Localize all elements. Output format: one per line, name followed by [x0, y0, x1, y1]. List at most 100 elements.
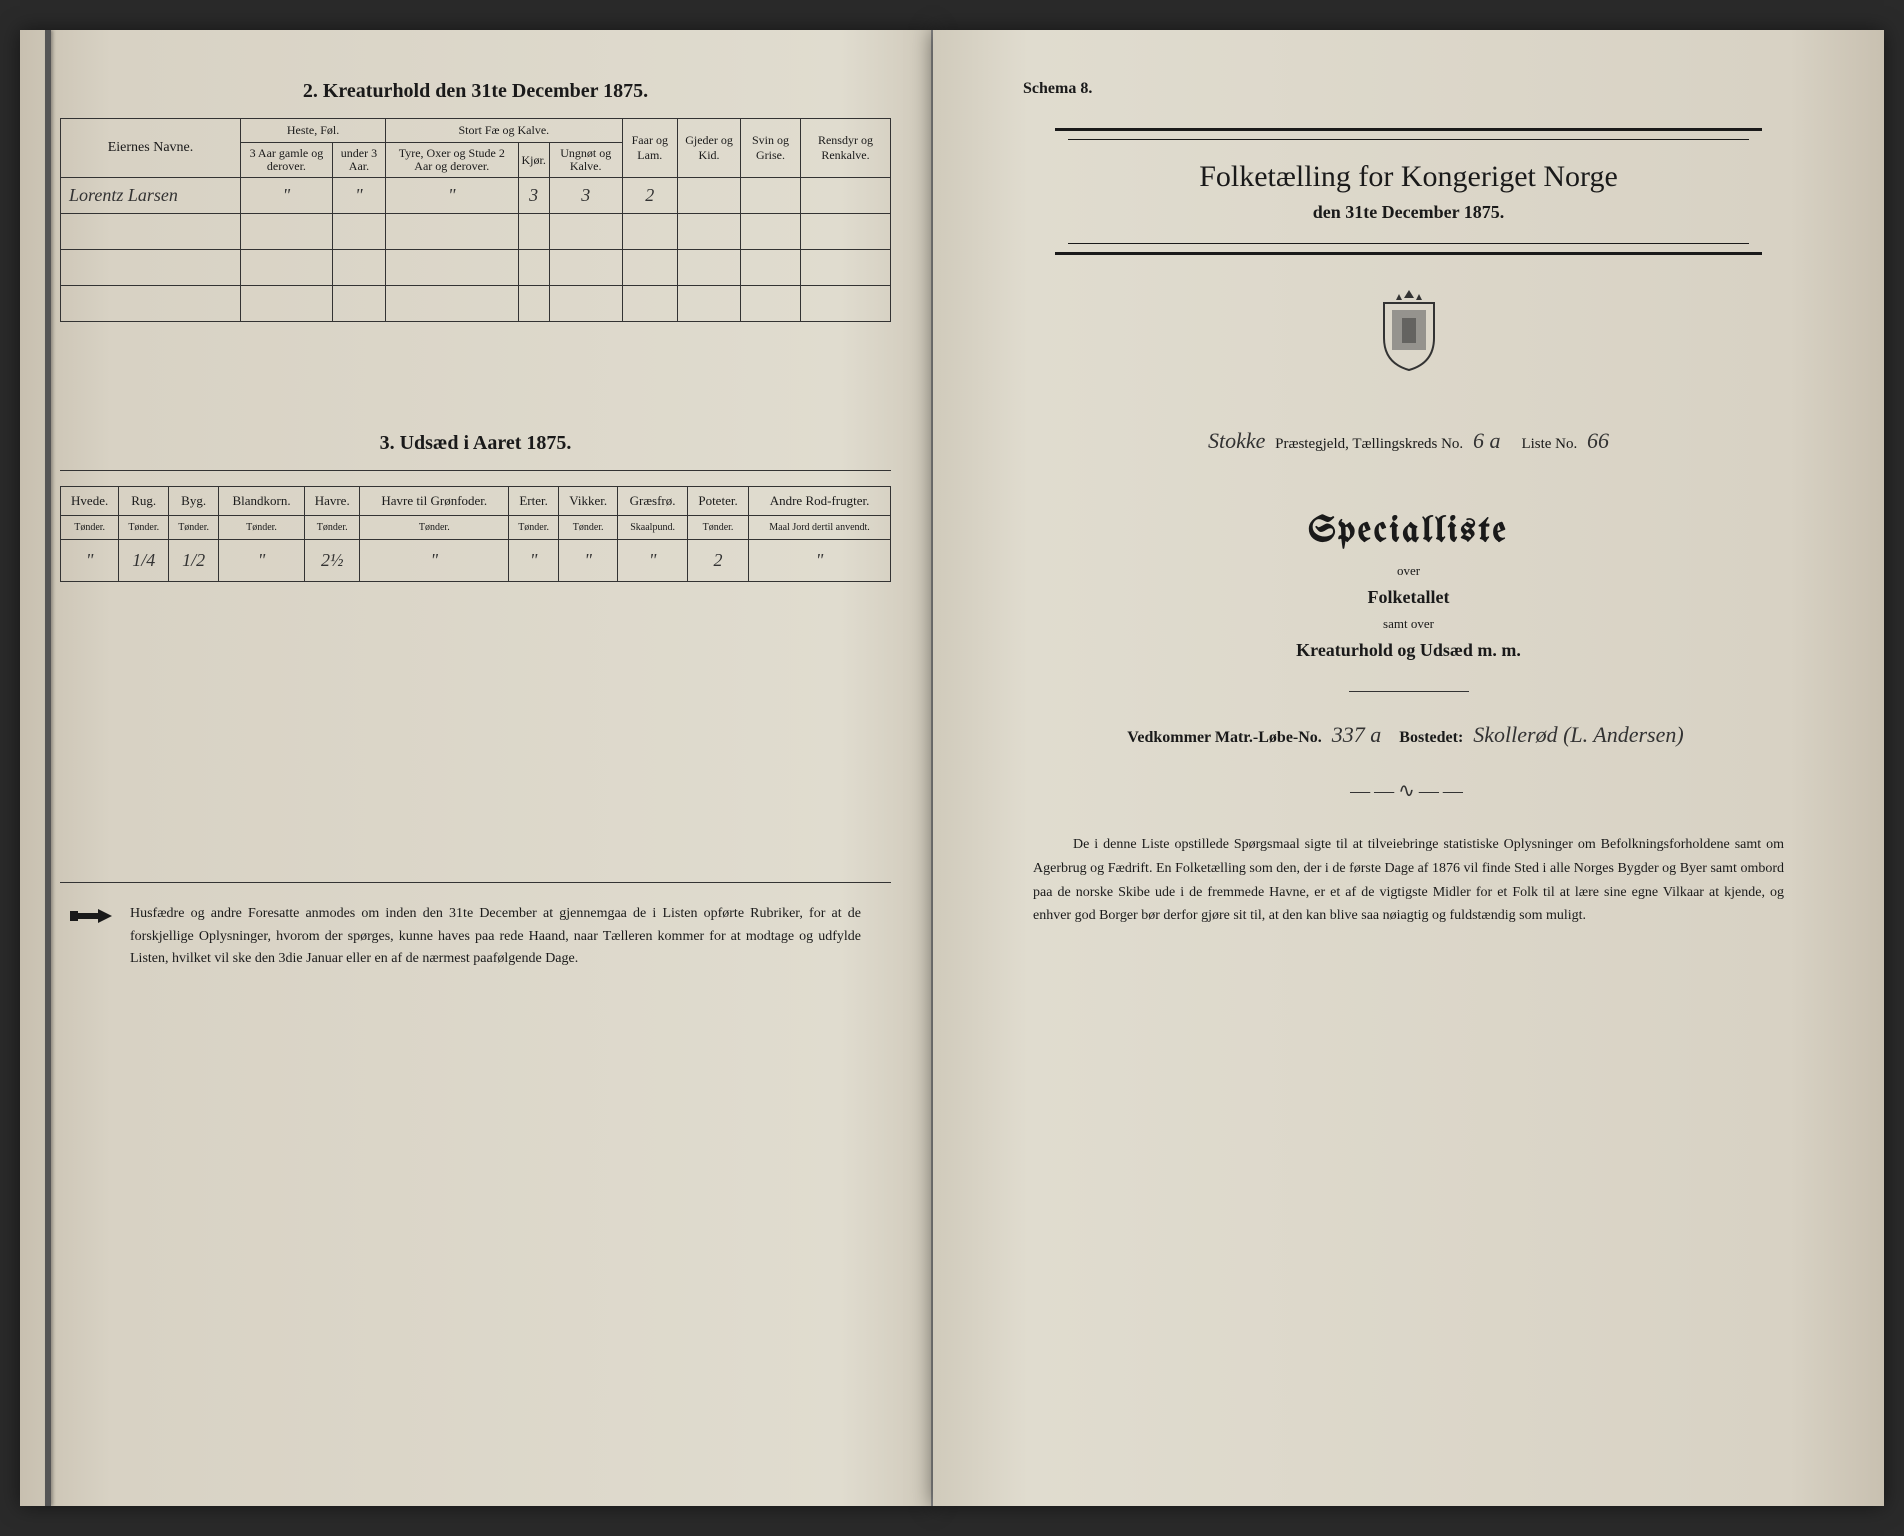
sub-s2: Kjør.: [518, 143, 549, 178]
col-unit: Tønder.: [169, 516, 219, 540]
col-unit: Tønder.: [61, 516, 119, 540]
cell: ": [618, 540, 688, 582]
cell: [800, 178, 890, 214]
cell: ": [61, 540, 119, 582]
rule: [1055, 128, 1761, 131]
col-header: Havre til Grønfoder.: [360, 487, 509, 516]
parish-name: Stokke: [1208, 428, 1265, 453]
detail-block: over Folketallet samt over Kreaturhold o…: [993, 563, 1824, 661]
rule: [60, 470, 891, 471]
samt-label: samt over: [993, 616, 1824, 632]
col-ren: Rensdyr og Renkalve.: [800, 119, 890, 178]
col-unit: Tønder.: [219, 516, 305, 540]
table-row: [61, 214, 891, 250]
col-unit: Maal Jord dertil anvendt.: [749, 516, 891, 540]
table-row: [61, 250, 891, 286]
cell: ": [509, 540, 559, 582]
col-eier: Eiernes Navne.: [61, 119, 241, 178]
property-line: Vedkommer Matr.-Løbe-No. 337 a Bostedet:…: [993, 722, 1824, 748]
col-unit: Tønder.: [559, 516, 618, 540]
col-header: Andre Rod-frugter.: [749, 487, 891, 516]
cell: ": [749, 540, 891, 582]
subtitle: den 31te December 1875.: [993, 202, 1824, 223]
bosted-label: Bostedet:: [1399, 729, 1463, 746]
left-page: 2. Kreaturhold den 31te December 1875. E…: [20, 30, 933, 1506]
col-unit: Skaalpund.: [618, 516, 688, 540]
main-title: Folketælling for Kongeriget Norge: [993, 160, 1824, 194]
matr-no: 337 a: [1332, 722, 1382, 747]
col-heste: Heste, Føl.: [241, 119, 386, 143]
rule: [1055, 252, 1761, 255]
col-header: Havre.: [304, 487, 359, 516]
cell: 2: [687, 540, 748, 582]
col-unit: Tønder.: [119, 516, 169, 540]
pointing-hand-icon: [70, 905, 115, 927]
col-header: Erter.: [509, 487, 559, 516]
col-header: Græsfrø.: [618, 487, 688, 516]
folketallet: Folketallet: [993, 587, 1824, 608]
col-unit: Tønder.: [687, 516, 748, 540]
cell: [678, 178, 741, 214]
over-label: over: [993, 563, 1824, 579]
cell: ": [332, 178, 385, 214]
sub-s1: Tyre, Oxer og Stude 2 Aar og derover.: [386, 143, 518, 178]
col-unit: Tønder.: [304, 516, 359, 540]
schema-label: Schema 8.: [993, 80, 1824, 98]
cell: 1/4: [119, 540, 169, 582]
kreaturhold: Kreaturhold og Udsæd m. m.: [993, 640, 1824, 661]
table-row: Lorentz Larsen " " " 3 3 2: [61, 178, 891, 214]
cell: ": [386, 178, 518, 214]
col-header: Hvede.: [61, 487, 119, 516]
specialliste-heading: Specialliste: [993, 514, 1824, 551]
parish-info: Stokke Præstegjeld, Tællingskreds No. 6 …: [993, 428, 1824, 454]
cell: ": [241, 178, 333, 214]
bosted-name: Skollerød (L. Andersen): [1473, 722, 1683, 747]
sub-s3: Ungnøt og Kalve.: [549, 143, 622, 178]
col-svin: Svin og Grise.: [741, 119, 801, 178]
body-text: De i denne Liste opstillede Spørgsmaal s…: [993, 833, 1824, 928]
table-header-row: Hvede.Rug.Byg.Blandkorn.Havre.Havre til …: [61, 487, 891, 516]
right-page: Schema 8. Folketælling for Kongeriget No…: [933, 30, 1884, 1506]
rule: [1068, 139, 1749, 140]
col-header: Rug.: [119, 487, 169, 516]
col-unit: Tønder.: [509, 516, 559, 540]
table-unit-row: Tønder.Tønder.Tønder.Tønder.Tønder.Tønde…: [61, 516, 891, 540]
cell: ": [360, 540, 509, 582]
sub-h1: 3 Aar gamle og derover.: [241, 143, 333, 178]
cell-navn: Lorentz Larsen: [61, 178, 241, 214]
district-no: 6 a: [1473, 428, 1501, 453]
col-stort: Stort Fæ og Kalve.: [386, 119, 622, 143]
col-gjeder: Gjeder og Kid.: [678, 119, 741, 178]
rule: [1349, 691, 1469, 692]
col-header: Byg.: [169, 487, 219, 516]
col-header: Vikker.: [559, 487, 618, 516]
table-row: "1/41/2"2½""""2": [61, 540, 891, 582]
coat-of-arms-icon: [1374, 288, 1444, 373]
list-no: 66: [1587, 428, 1609, 453]
parish-suffix: Præstegjeld, Tællingskreds No.: [1275, 436, 1463, 452]
col-faar: Faar og Lam.: [622, 119, 678, 178]
cell: [741, 178, 801, 214]
seed-table: Hvede.Rug.Byg.Blandkorn.Havre.Havre til …: [60, 486, 891, 582]
footnote: Husfædre og andre Foresatte anmodes om i…: [60, 903, 891, 970]
sub-h2: under 3 Aar.: [332, 143, 385, 178]
book-spread: 2. Kreaturhold den 31te December 1875. E…: [0, 0, 1904, 1536]
cell: ": [559, 540, 618, 582]
rule: [60, 882, 891, 883]
footnote-text: Husfædre og andre Foresatte anmodes om i…: [130, 906, 861, 966]
matr-label: Vedkommer Matr.-Løbe-No.: [1127, 729, 1322, 746]
list-label: Liste No.: [1521, 436, 1577, 452]
table-row: [61, 286, 891, 322]
col-header: Poteter.: [687, 487, 748, 516]
rule: [1068, 243, 1749, 244]
col-unit: Tønder.: [360, 516, 509, 540]
flourish-icon: ――∿――: [993, 778, 1824, 803]
cell: 2½: [304, 540, 359, 582]
livestock-table: Eiernes Navne. Heste, Føl. Stort Fæ og K…: [60, 118, 891, 322]
cell: 3: [518, 178, 549, 214]
section3-title: 3. Udsæd i Aaret 1875.: [60, 432, 891, 455]
cell: 1/2: [169, 540, 219, 582]
section2-title: 2. Kreaturhold den 31te December 1875.: [60, 80, 891, 103]
title-block: Folketælling for Kongeriget Norge den 31…: [993, 128, 1824, 803]
cell: ": [219, 540, 305, 582]
